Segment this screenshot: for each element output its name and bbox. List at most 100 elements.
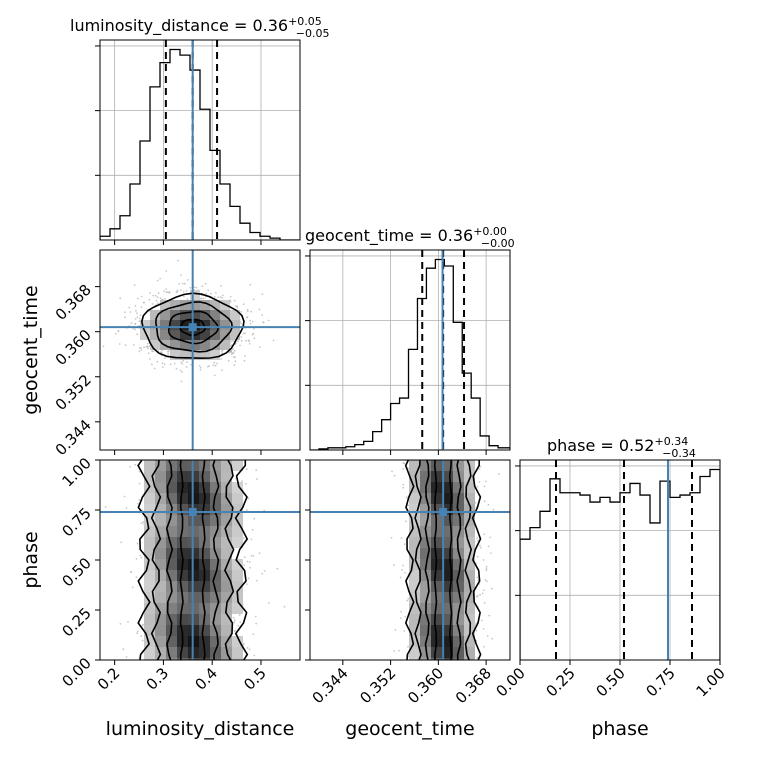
density-cell <box>220 330 230 340</box>
density-cell <box>464 603 475 614</box>
density-cell <box>199 504 210 515</box>
scatter-point <box>474 501 477 504</box>
density-cell <box>144 460 155 471</box>
density-cell <box>177 614 188 625</box>
density-cell <box>210 320 220 330</box>
scatter-point <box>267 319 270 322</box>
scatter-point <box>491 637 494 640</box>
x-tick-labels-geocent-time: 0.344 0.352 0.360 0.368 <box>309 664 495 707</box>
density-cell <box>431 504 442 515</box>
hist-panel-luminosity-distance-frame <box>99 39 301 241</box>
density-group-phld <box>104 460 286 660</box>
scatter-point <box>249 566 252 569</box>
density-cell <box>200 350 210 360</box>
density-group-gtld <box>102 259 275 383</box>
density-cell <box>420 548 431 559</box>
scatter-point <box>213 374 216 377</box>
scatter-point <box>129 311 132 313</box>
scatter-point <box>152 294 155 297</box>
density-cell <box>464 482 475 493</box>
scatter-point <box>135 576 138 578</box>
x-tick-label: 0.4 <box>191 664 221 694</box>
y-tick-labels-phase: 0.000.250.500.751.00 <box>58 454 94 690</box>
scatter-point <box>140 556 143 559</box>
contour-phld-3-L <box>137 460 151 660</box>
density-cell <box>431 581 442 592</box>
scatter-point <box>407 597 410 600</box>
scatter-point <box>180 361 183 364</box>
density-cell <box>453 482 464 493</box>
density-cell <box>190 340 200 350</box>
x-tick-label: 0.50 <box>592 664 628 700</box>
y-tick-label: 0.25 <box>58 604 94 640</box>
scatter-point <box>201 285 204 288</box>
y-tick-label: 0.00 <box>58 654 94 690</box>
scatter-point <box>246 560 249 563</box>
scatter-point <box>485 569 488 572</box>
density-cell <box>177 581 188 592</box>
scatter-point <box>249 283 252 286</box>
density-cell <box>431 658 442 660</box>
scatter-point <box>400 537 403 539</box>
scatter-point <box>490 587 493 590</box>
density-cell <box>160 310 170 320</box>
density-cell <box>221 592 232 603</box>
x-axis-label-geocent-time: geocent_time <box>345 718 474 740</box>
scatter-point <box>399 576 402 579</box>
scatter-point <box>139 554 142 557</box>
scatter-point <box>258 346 261 348</box>
density-cell <box>144 537 155 548</box>
scatter-point <box>220 284 223 287</box>
density-cell <box>144 515 155 526</box>
density-cell <box>190 290 200 300</box>
contour-phld-1-R <box>212 460 220 660</box>
contour-phld-0-R <box>201 460 206 660</box>
scatter-point <box>484 480 487 483</box>
density-cell <box>409 658 420 660</box>
density-cell <box>155 526 166 537</box>
density-cell <box>200 310 210 320</box>
density-cell <box>453 537 464 548</box>
density-cell <box>442 537 453 548</box>
density-cell <box>177 460 188 471</box>
hist-panel-geocent-time: geocent_time = 0.36+0.00 −0.00 <box>305 225 515 455</box>
density-cell <box>166 493 177 504</box>
density-cell <box>464 636 475 647</box>
density-cell <box>232 570 243 581</box>
y-axis-label-phase: phase <box>20 531 42 588</box>
y-axis-label-geocent-time: geocent_time <box>20 285 42 414</box>
scatter-point <box>251 320 254 323</box>
density-cell <box>144 471 155 482</box>
scatter-point <box>250 538 253 541</box>
scatter-point <box>246 310 249 313</box>
scatter-point <box>138 470 141 473</box>
density-cell <box>442 647 453 658</box>
density-cell <box>166 482 177 493</box>
scatter-point <box>393 474 396 477</box>
scatter-point <box>489 536 492 539</box>
scatter-point <box>119 297 122 300</box>
density-cell <box>431 647 442 658</box>
density-cell <box>180 320 190 330</box>
density-cell <box>150 320 160 330</box>
scatter-point <box>476 537 478 540</box>
scatter-point <box>195 286 198 289</box>
density-cell <box>180 310 190 320</box>
density-cell <box>166 570 177 581</box>
density-cell <box>210 460 221 471</box>
x-tick-labels-phase: 0.00 0.25 0.50 0.75 1.00 <box>492 664 728 700</box>
scatter-point <box>479 593 481 596</box>
x-tick-labels-luminosity-distance: 0.2 0.3 0.4 0.5 <box>94 664 270 694</box>
density-cell <box>464 647 475 658</box>
scatter-point <box>210 292 212 295</box>
density-cell <box>232 658 243 660</box>
scatter-point <box>220 358 223 360</box>
scatter-point <box>254 615 257 618</box>
density-cell <box>442 504 453 515</box>
scatter-point <box>263 570 266 572</box>
density-cell <box>144 570 155 581</box>
scatter-point <box>186 361 188 363</box>
density-cell <box>409 515 420 526</box>
density-cell <box>232 636 243 647</box>
density-cell <box>221 460 232 471</box>
